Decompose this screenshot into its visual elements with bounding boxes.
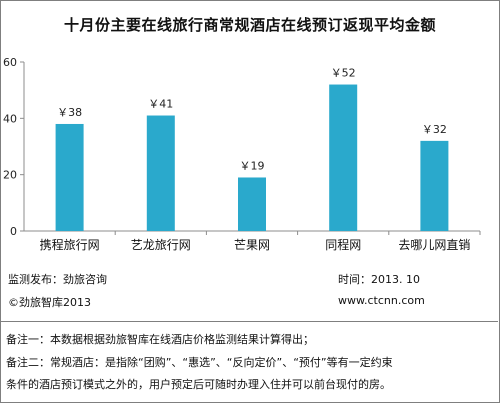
bar-data-label: ￥52: [331, 67, 356, 80]
note-3: 条件的酒店预订模式之外的，用户预定后可随时办理入住并可以前台现付的房。: [6, 378, 391, 391]
x-category-label: 携程旅行网: [40, 237, 100, 252]
bar: [329, 84, 358, 232]
y-tick-label: 40: [3, 112, 17, 125]
x-category-label: 去哪儿网直销: [398, 238, 470, 252]
publisher-text: 监测发布：劲旅咨询: [8, 273, 107, 286]
y-tick-label: 60: [3, 56, 17, 69]
x-category-label: 艺龙旅行网: [131, 238, 191, 252]
bar-data-label: ￥38: [57, 106, 82, 119]
bar: [146, 115, 175, 231]
notes-divider: [0, 321, 498, 322]
website-text: www.ctcnn.com: [338, 294, 425, 307]
bar: [55, 123, 84, 231]
y-tick-label: 0: [10, 225, 17, 238]
bar: [238, 177, 266, 231]
chart-title: 十月份主要在线旅行商常规酒店在线预订返现平均金额: [63, 16, 436, 34]
note-1: 备注一：本数据根据劲旅智库在线酒店价格监测结果计算得出；: [6, 333, 314, 346]
bar-data-label: ￥19: [240, 159, 265, 172]
x-category-label: 同程网: [325, 237, 361, 252]
copyright-text: ©劲旅智库2013: [8, 296, 91, 309]
bar-data-label: ￥41: [148, 98, 173, 111]
x-category-label: 芒果网: [234, 237, 270, 252]
time-text: 时间：2013. 10: [338, 273, 420, 286]
bar-data-label: ￥32: [422, 123, 447, 136]
note-2: 备注二：常规酒店：是指除“团购”、“惠选”、“反向定价”、“预付”等有一定约束: [6, 356, 393, 369]
y-tick-label: 20: [3, 169, 17, 182]
bar-chart: 0 20 40 60 ￥38 携程旅行网 ￥41 艺龙旅行网 ￥19 芒果网 ￥52 同程网 ￥32 去哪…: [3, 56, 481, 252]
bar: [420, 140, 449, 231]
